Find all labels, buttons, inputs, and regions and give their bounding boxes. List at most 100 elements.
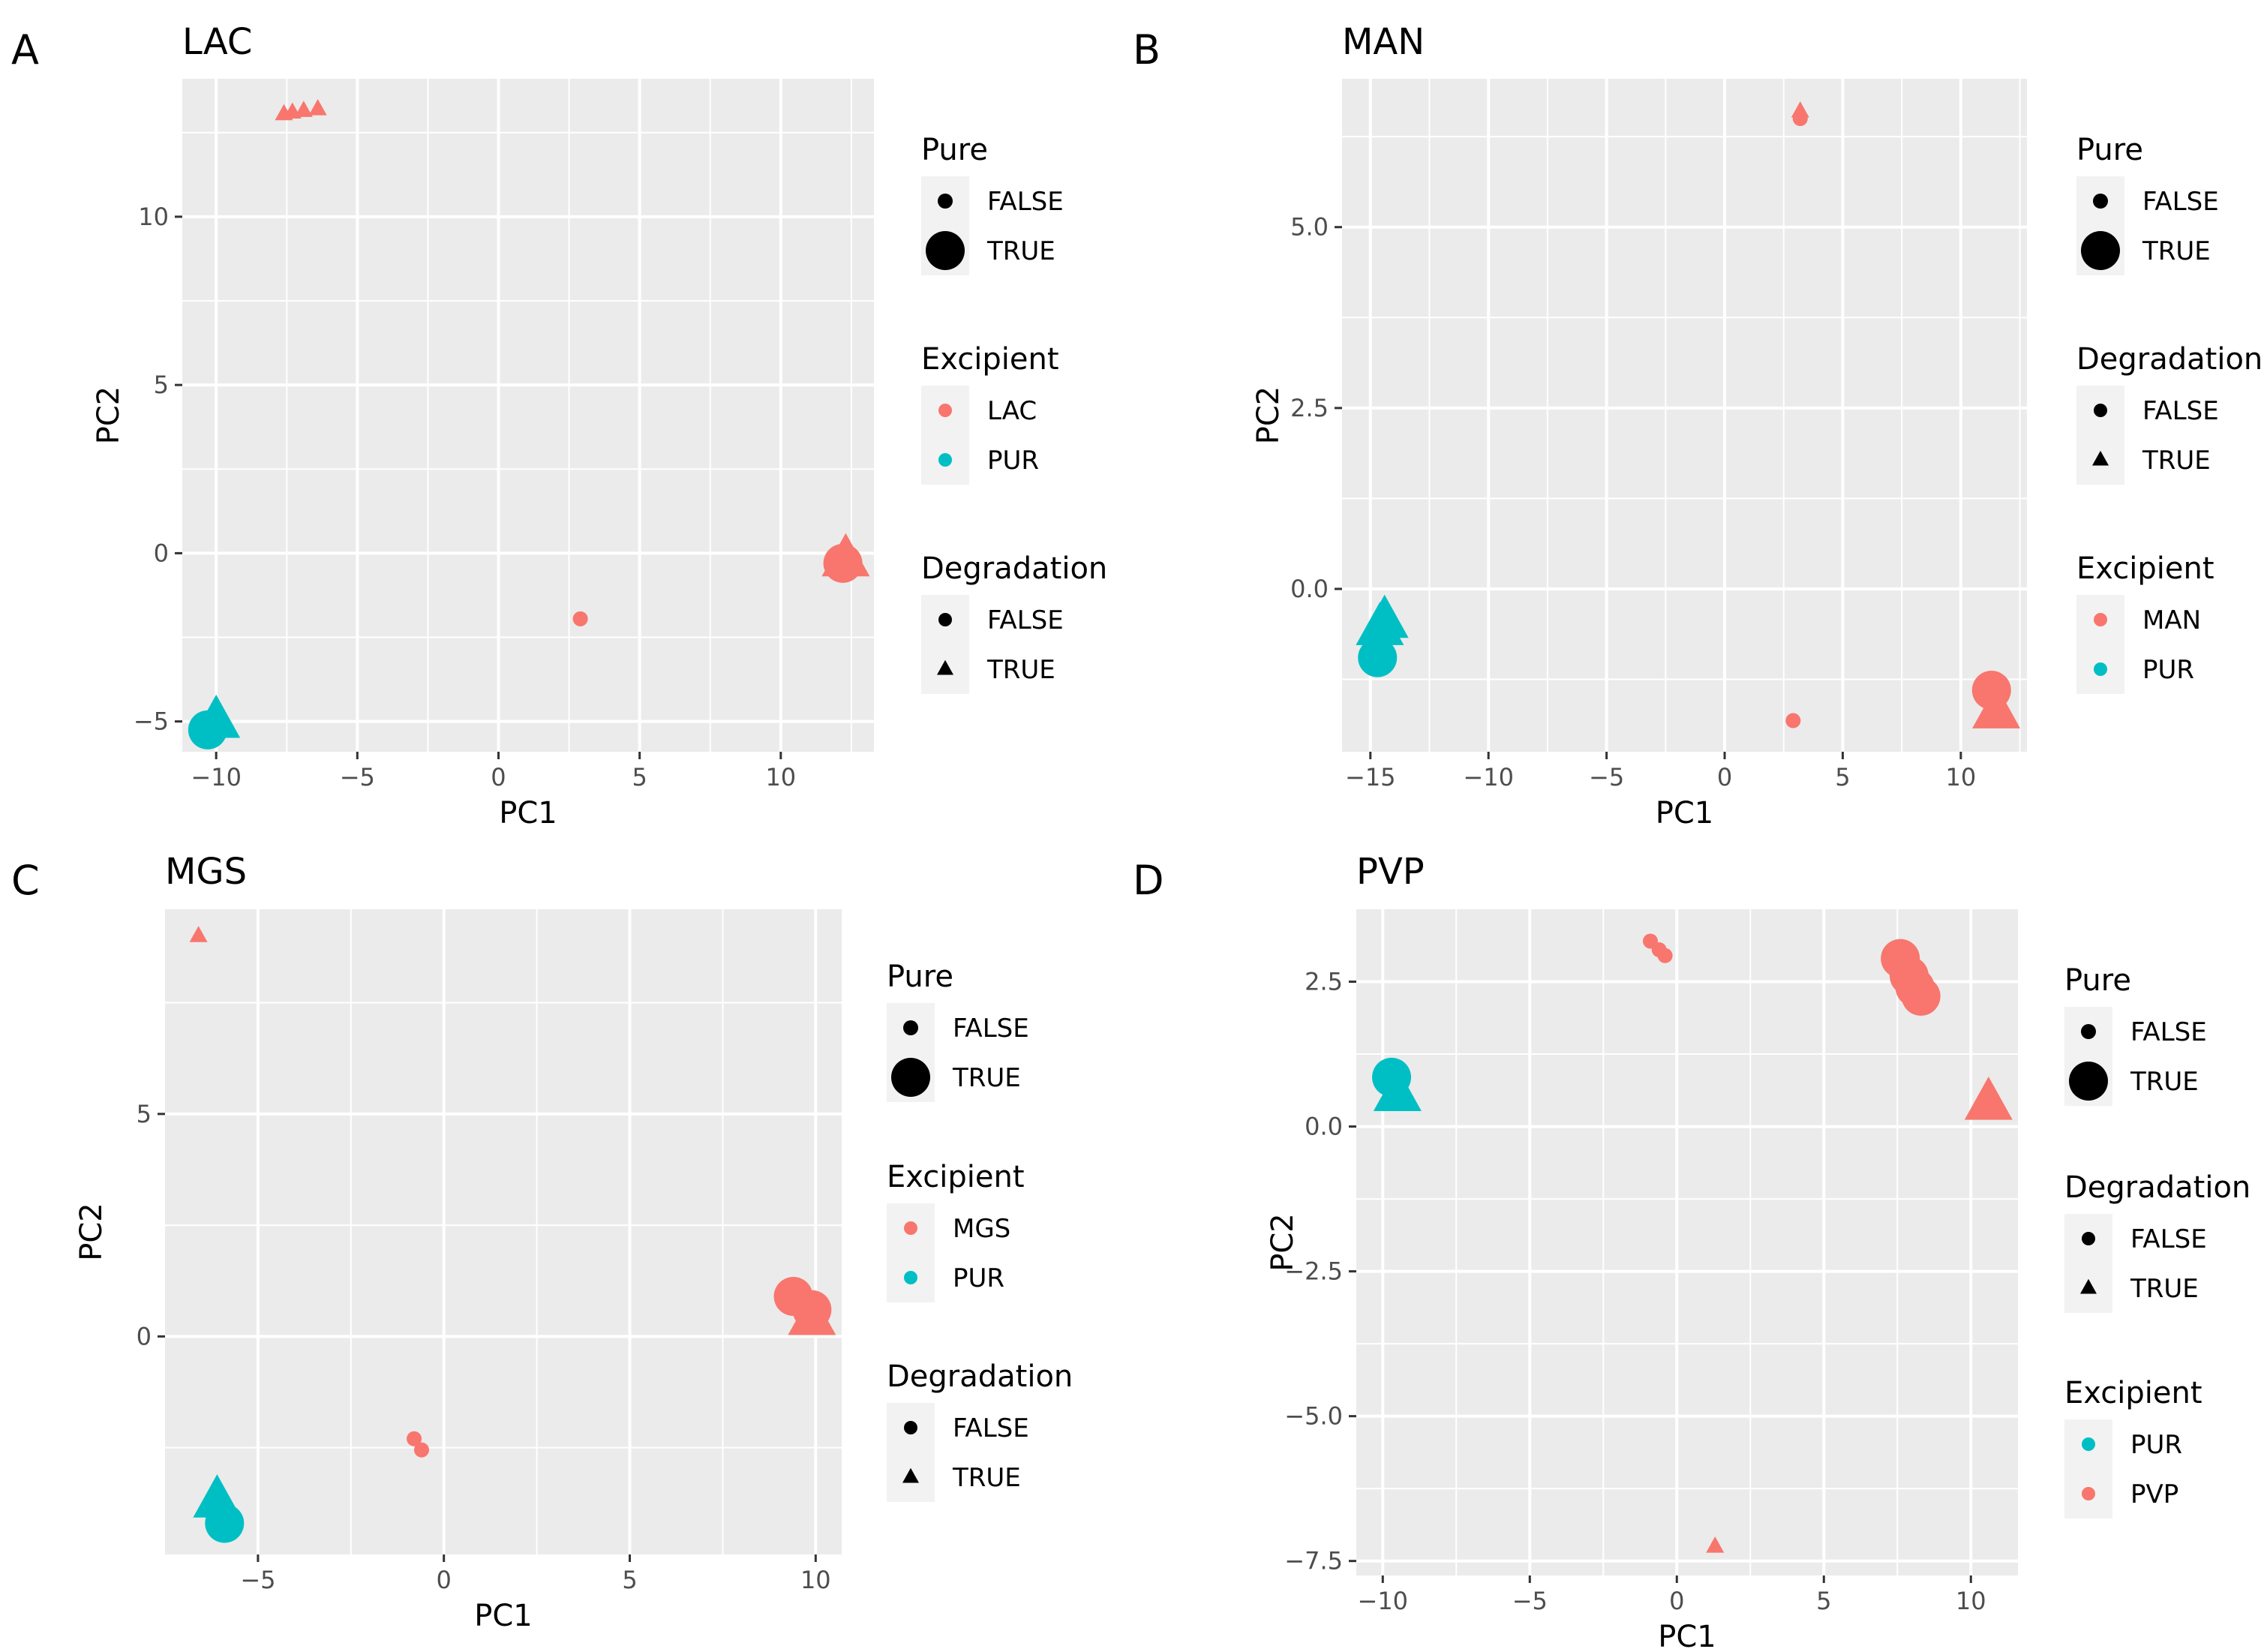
data-points <box>1356 101 2021 728</box>
legend-key-triangle <box>2080 1278 2097 1294</box>
legend-key-dot <box>938 453 952 467</box>
x-tick-label: 0 <box>1669 1587 1684 1615</box>
legend-key-circle <box>903 1020 918 1035</box>
legend-label: TRUE <box>952 1463 1021 1493</box>
legend-excipient: Excipient PUR PVP <box>2064 1376 2202 1518</box>
legend-key-circle <box>2069 1062 2108 1101</box>
data-point-circle <box>413 1442 429 1458</box>
x-tick-label: −5 <box>240 1566 275 1594</box>
legend-label: TRUE <box>952 1063 1021 1093</box>
legend-title: Degradation <box>887 1359 1073 1394</box>
legend-degradation: Degradation FALSE TRUE <box>887 1359 1073 1502</box>
legend-key-circle <box>938 194 953 209</box>
data-point-triangle <box>1373 1068 1422 1111</box>
legend-label: TRUE <box>986 655 1055 685</box>
legend-label: TRUE <box>2142 236 2211 266</box>
x-tick-label: −10 <box>1358 1587 1409 1615</box>
x-axis-label: PC1 <box>499 796 557 831</box>
y-tick-label: 5.0 <box>1290 213 1329 242</box>
chart-title: PVP <box>1356 851 1425 893</box>
legend-key-circle <box>2094 404 2107 417</box>
legend-key-circle <box>938 613 952 626</box>
data-point-triangle <box>788 1291 836 1335</box>
panel-letter-d: D <box>1133 857 1164 904</box>
data-point-triangle <box>294 101 313 117</box>
data-point-circle <box>572 611 588 626</box>
legend-label: PUR <box>953 1263 1004 1293</box>
y-tick-label: −2.5 <box>1284 1257 1343 1286</box>
legend-title: Excipient <box>2064 1376 2202 1410</box>
legend-excipient: Excipient MAN PUR <box>2076 551 2214 694</box>
chart-title: MAN <box>1342 21 1425 63</box>
x-tick-label: 0 <box>437 1566 452 1594</box>
y-axis-label: PC2 <box>74 1203 109 1261</box>
legend-title: Degradation <box>2064 1170 2250 1205</box>
y-tick-label: 0.0 <box>1305 1113 1343 1141</box>
data-point-triangle <box>275 104 293 121</box>
legend-label: FALSE <box>2130 1224 2207 1254</box>
data-point-circle <box>407 1431 422 1446</box>
x-tick-label: 5 <box>622 1566 637 1594</box>
panel-letter-a: A <box>11 26 39 74</box>
legend-key-circle <box>2081 1024 2096 1039</box>
y-axis-label: PC2 <box>92 386 126 445</box>
x-tick-label: 0 <box>491 763 506 791</box>
panel-c: C MGS−5 0 5 1005PC1PC2PureFALSETRUEExcipien… <box>11 851 1073 1633</box>
data-point-triangle <box>1972 685 2021 728</box>
legend-label: TRUE <box>986 236 1055 266</box>
legend-excipient: Excipient MGS PUR <box>887 1160 1025 1302</box>
legend-key-dot <box>904 1271 917 1284</box>
data-point-triangle <box>192 694 241 738</box>
plot-panel <box>1342 79 2027 752</box>
x-axis-label: PC1 <box>474 1599 533 1633</box>
data-points <box>1372 933 2013 1553</box>
legend-label: MAN <box>2142 605 2201 635</box>
panel-a: A LAC −10 −5 0 5 10 −5 0 5 10 PC1 PC2 Pure FALSE TRUE E… <box>11 21 1107 831</box>
legend-label: FALSE <box>953 1014 1029 1044</box>
x-tick-label: −5 <box>1512 1587 1548 1615</box>
legend-label: FALSE <box>2130 1017 2207 1047</box>
y-tick-label: 2.5 <box>1290 394 1329 422</box>
legend-key-circle <box>926 231 965 270</box>
legend-title: Excipient <box>921 342 1059 377</box>
legend-key-triangle <box>937 659 953 675</box>
legend-degradation: Degradation FALSE TRUE <box>921 551 1107 694</box>
panel-letter-b: B <box>1133 26 1161 74</box>
x-tick-label: −5 <box>340 763 375 791</box>
legend-pure: Pure FALSE TRUE <box>2076 133 2219 275</box>
data-point-triangle <box>308 98 327 116</box>
legend-title: Degradation <box>2076 342 2262 377</box>
legend-excipient: Excipient LAC PUR <box>921 342 1059 485</box>
legend-key-dot <box>938 404 952 417</box>
legend-key-dot <box>2082 1487 2095 1500</box>
plot-panel <box>165 909 842 1554</box>
chart-title: MGS <box>165 851 247 893</box>
panel-b: B MAN −15 −10 −5 0 5 10 0.0 2.5 5.0 PC1 PC2 Pure FALS… <box>1133 21 2262 831</box>
legend-key-dot <box>904 1221 917 1235</box>
legend-label: FALSE <box>2142 187 2219 217</box>
legend-key-circle <box>2081 231 2120 270</box>
y-tick-label: 2.5 <box>1305 968 1343 996</box>
legend-label: PUR <box>987 446 1039 476</box>
plot-panel <box>182 79 874 752</box>
data-points <box>188 98 870 749</box>
y-axis-label: PC2 <box>1266 1213 1300 1272</box>
legend-title: Excipient <box>887 1160 1025 1194</box>
y-tick-label: −7.5 <box>1284 1547 1343 1575</box>
y-tick-label: 5 <box>154 371 169 399</box>
data-point-circle <box>1657 948 1673 963</box>
legend-label: TRUE <box>2130 1067 2199 1097</box>
legend-title: Pure <box>921 133 988 167</box>
legend-title: Pure <box>887 960 953 994</box>
legend-label: FALSE <box>987 605 1064 635</box>
legend-title: Pure <box>2064 963 2131 998</box>
y-tick-label: 10 <box>138 203 169 231</box>
legend-key-triangle <box>2092 450 2109 466</box>
legend-label: PUR <box>2142 655 2194 685</box>
legend-key-dot <box>2082 1437 2095 1451</box>
x-tick-label: 5 <box>1835 763 1850 791</box>
legend-label: FALSE <box>987 187 1064 217</box>
legend-pure: Pure FALSE TRUE <box>921 133 1064 275</box>
x-tick-label: −10 <box>191 763 242 791</box>
